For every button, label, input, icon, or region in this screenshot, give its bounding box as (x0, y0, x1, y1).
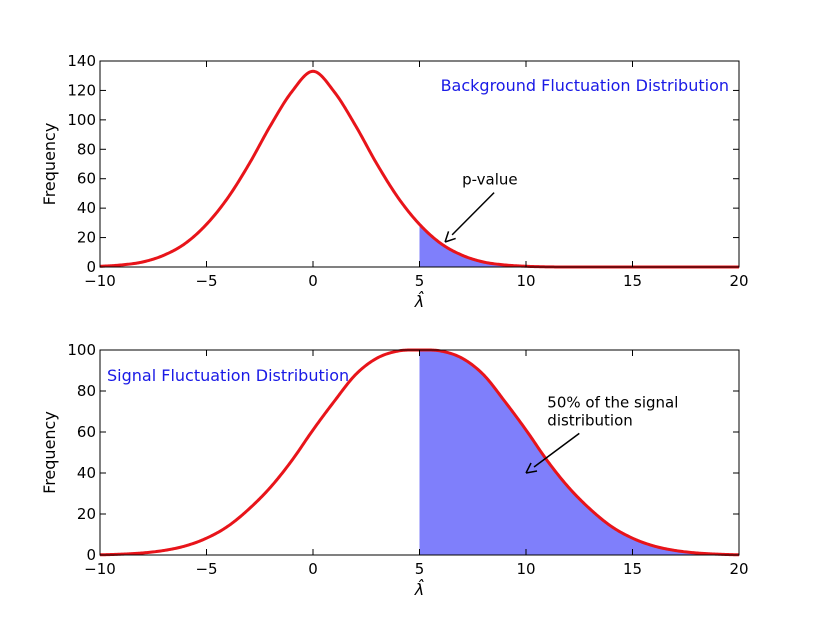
x-tick-label: 15 (623, 272, 642, 290)
y-tick-label: 0 (86, 258, 96, 276)
y-axis-label: Frequency (40, 411, 59, 494)
x-tick-label: −10 (84, 560, 116, 578)
panel-title: Background Fluctuation Distribution (441, 76, 729, 95)
x-tick-label: 15 (623, 560, 642, 578)
y-tick-label: 80 (77, 140, 96, 158)
y-tick-label: 100 (67, 111, 96, 129)
x-tick-label: 20 (729, 560, 748, 578)
annotation-arrow-head (525, 462, 538, 474)
annotation-text: 50% of the signal distribution (547, 393, 678, 429)
x-tick-label: 10 (516, 272, 535, 290)
y-tick-label: 0 (86, 546, 96, 564)
y-tick-label: 120 (67, 81, 96, 99)
x-tick-label: 10 (516, 560, 535, 578)
shaded-area (419, 224, 739, 267)
y-tick-label: 140 (67, 52, 96, 70)
x-tick-label: 5 (415, 560, 425, 578)
x-tick-label: −10 (84, 272, 116, 290)
y-tick-label: 20 (77, 229, 96, 247)
x-tick-label: 0 (308, 272, 318, 290)
background-panel: −10 −5 0 5 10 15 20 0 20 40 60 80 100 120 140 λ̂ Frequen… (40, 52, 749, 311)
x-tick-label: −5 (195, 560, 217, 578)
annotation-text: p-value (462, 171, 518, 189)
annotation-arrow-head (444, 231, 456, 243)
y-tick-label: 40 (77, 464, 96, 482)
y-tick-label: 40 (77, 199, 96, 217)
y-axis-label: Frequency (40, 123, 59, 206)
x-tick-label: −5 (195, 272, 217, 290)
y-tick-label: 80 (77, 382, 96, 400)
annotation-arrow-line (451, 192, 495, 236)
signal-panel: −10 −5 0 5 10 15 20 0 20 40 60 80 100 λ̂ Frequency Sign… (40, 341, 749, 599)
x-tick-label: 0 (308, 560, 318, 578)
y-tick-label: 60 (77, 423, 96, 441)
annotation-arrow-line (533, 432, 580, 468)
shaded-area (419, 349, 739, 555)
x-tick-label: 5 (415, 272, 425, 290)
y-tick-label: 100 (67, 341, 96, 359)
x-axis-label: λ̂ (414, 291, 425, 311)
x-tick-label: 20 (729, 272, 748, 290)
y-tick-label: 20 (77, 505, 96, 523)
x-axis-label: λ̂ (414, 579, 425, 599)
y-tick-label: 60 (77, 170, 96, 188)
panel-title: Signal Fluctuation Distribution (107, 366, 349, 385)
